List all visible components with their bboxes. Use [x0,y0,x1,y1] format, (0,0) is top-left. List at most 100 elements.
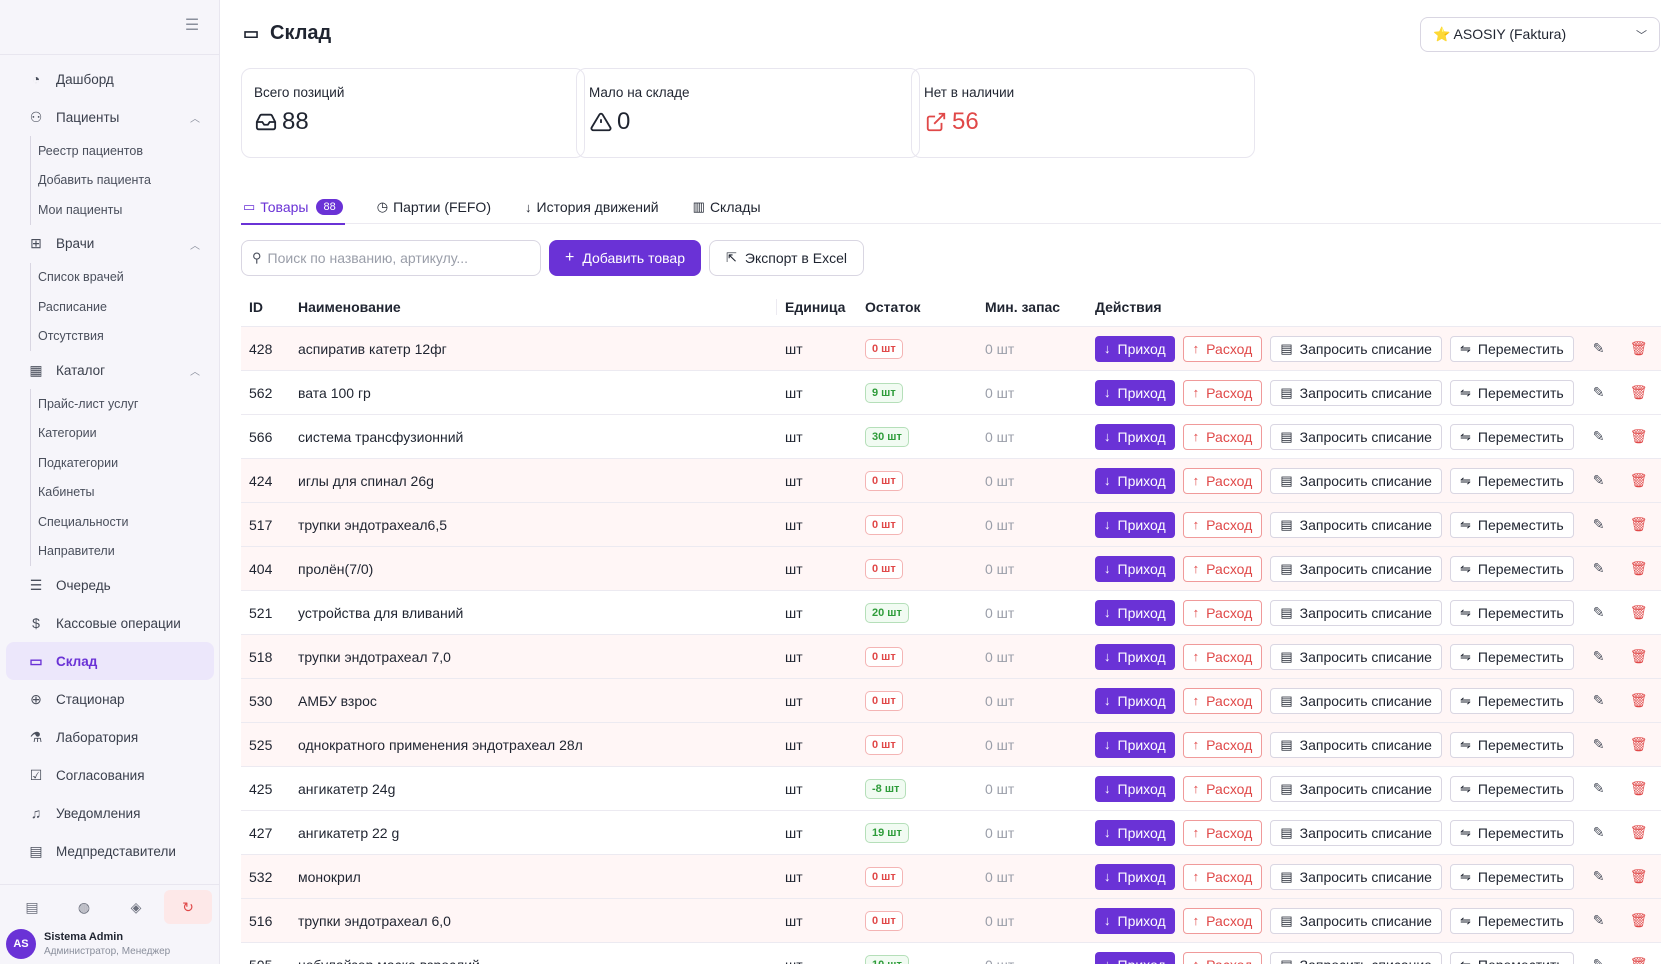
issue-button[interactable]: ↑ Расход [1182,423,1263,450]
edit-icon[interactable]: ✎ [1592,868,1605,884]
issue-button[interactable]: ↑ Расход [1182,643,1263,670]
globe-icon[interactable]: ◍ [77,898,91,915]
refresh-icon[interactable]: ↻ [164,890,212,924]
trash-icon[interactable]: 🗑 [1629,560,1648,576]
tab-products[interactable]: ▭ Товары 88 [241,190,345,225]
request-writeoff-button[interactable]: ▤ Запросить списание [1270,643,1442,670]
trash-icon[interactable]: 🗑 [1629,516,1648,532]
sidebar-item-inpatient[interactable]: ⊕ Стационар [6,680,214,718]
receive-button[interactable]: ↓ Приход [1095,335,1175,362]
receive-button[interactable]: ↓ Приход [1095,423,1175,450]
sidebar-subitem[interactable]: Отсутствия [38,329,104,344]
edit-icon[interactable]: ✎ [1592,472,1605,488]
issue-button[interactable]: ↑ Расход [1182,863,1263,890]
request-writeoff-button[interactable]: ▤ Запросить списание [1270,731,1442,758]
request-writeoff-button[interactable]: ▤ Запросить списание [1270,819,1442,846]
sidebar-subitem[interactable]: Категории [38,426,97,441]
move-button[interactable]: ⇋ Переместить [1449,599,1574,626]
trash-icon[interactable]: 🗑 [1629,428,1648,444]
issue-button[interactable]: ↑ Расход [1182,775,1263,802]
tab-batches[interactable]: ◷ Партии (FEFO) [375,190,493,224]
trash-icon[interactable]: 🗑 [1629,648,1648,664]
sidebar-subitem[interactable]: Подкатегории [38,455,119,470]
receive-button[interactable]: ↓ Приход [1095,467,1175,494]
sidebar-item-notifications[interactable]: ♫ Уведомления [6,794,214,832]
sidebar-item-approvals[interactable]: ☑ Согласования [6,756,214,794]
sidebar-subitem[interactable]: Расписание [38,299,107,314]
issue-button[interactable]: ↑ Расход [1182,951,1263,964]
trash-icon[interactable]: 🗑 [1629,736,1648,752]
move-button[interactable]: ⇋ Переместить [1449,775,1574,802]
add-product-button[interactable]: + Добавить товар [549,240,701,276]
sidebar-subitem[interactable]: Специальности [38,514,129,529]
request-writeoff-button[interactable]: ▤ Запросить списание [1270,379,1442,406]
trash-icon[interactable]: 🗑 [1629,824,1648,840]
issue-button[interactable]: ↑ Расход [1182,819,1263,846]
trash-icon[interactable]: 🗑 [1629,384,1648,400]
request-writeoff-button[interactable]: ▤ Запросить списание [1270,599,1442,626]
sidebar-item-dashboard[interactable]: ◔ Дашборд [6,60,214,98]
issue-button[interactable]: ↑ Расход [1182,467,1263,494]
receive-button[interactable]: ↓ Приход [1095,643,1175,670]
move-button[interactable]: ⇋ Переместить [1449,467,1574,494]
receive-button[interactable]: ↓ Приход [1095,599,1175,626]
move-button[interactable]: ⇋ Переместить [1449,731,1574,758]
edit-icon[interactable]: ✎ [1592,956,1605,964]
move-button[interactable]: ⇋ Переместить [1449,423,1574,450]
issue-button[interactable]: ↑ Расход [1182,511,1263,538]
export-excel-button[interactable]: ⇱ Экспорт в Excel [709,240,864,276]
receive-button[interactable]: ↓ Приход [1095,555,1175,582]
search-field[interactable]: ⚲ [241,240,541,276]
edit-icon[interactable]: ✎ [1592,516,1605,532]
organization-select[interactable]: ⭐ ASOSIY (Faktura) ﹀ [1420,17,1660,52]
request-writeoff-button[interactable]: ▤ Запросить списание [1270,907,1442,934]
receive-button[interactable]: ↓ Приход [1095,819,1175,846]
request-writeoff-button[interactable]: ▤ Запросить списание [1270,687,1442,714]
sidebar-subitem[interactable]: Кабинеты [38,485,95,500]
paint-bucket-icon[interactable]: ◈ [130,898,142,915]
request-writeoff-button[interactable]: ▤ Запросить списание [1270,951,1442,964]
edit-icon[interactable]: ✎ [1592,736,1605,752]
move-button[interactable]: ⇋ Переместить [1449,951,1574,964]
edit-icon[interactable]: ✎ [1592,780,1605,796]
sidebar-subitem[interactable]: Мои пациенты [38,202,123,217]
move-button[interactable]: ⇋ Переместить [1449,819,1574,846]
issue-button[interactable]: ↑ Расход [1182,379,1263,406]
move-button[interactable]: ⇋ Переместить [1449,907,1574,934]
trash-icon[interactable]: 🗑 [1629,472,1648,488]
trash-icon[interactable]: 🗑 [1629,912,1648,928]
request-writeoff-button[interactable]: ▤ Запросить списание [1270,775,1442,802]
trash-icon[interactable]: 🗑 [1629,604,1648,620]
user-profile[interactable]: AS Sistema Admin Администратор, Менеджер [6,929,170,959]
issue-button[interactable]: ↑ Расход [1182,335,1263,362]
move-button[interactable]: ⇋ Переместить [1449,643,1574,670]
sidebar-item-medreps[interactable]: ▤ Медпредставители [6,832,214,870]
sidebar-item-lab[interactable]: ⚗ Лаборатория [6,718,214,756]
edit-icon[interactable]: ✎ [1592,560,1605,576]
issue-button[interactable]: ↑ Расход [1182,555,1263,582]
receive-button[interactable]: ↓ Приход [1095,511,1175,538]
sidebar-item-warehouse[interactable]: ▭ Склад [6,642,214,680]
request-writeoff-button[interactable]: ▤ Запросить списание [1270,555,1442,582]
request-writeoff-button[interactable]: ▤ Запросить списание [1270,467,1442,494]
request-writeoff-button[interactable]: ▤ Запросить списание [1270,511,1442,538]
move-button[interactable]: ⇋ Переместить [1449,555,1574,582]
receive-button[interactable]: ↓ Приход [1095,907,1175,934]
issue-button[interactable]: ↑ Расход [1182,731,1263,758]
edit-icon[interactable]: ✎ [1592,648,1605,664]
search-input[interactable] [267,250,528,266]
request-writeoff-button[interactable]: ▤ Запросить списание [1270,423,1442,450]
sidebar-item-queue[interactable]: ☰ Очередь [6,566,214,604]
edit-icon[interactable]: ✎ [1592,604,1605,620]
sidebar-subitem[interactable]: Реестр пациентов [38,143,143,158]
request-writeoff-button[interactable]: ▤ Запросить списание [1270,335,1442,362]
trash-icon[interactable]: 🗑 [1629,956,1648,964]
move-button[interactable]: ⇋ Переместить [1449,863,1574,890]
tab-movement-history[interactable]: ↓ История движений [523,190,661,224]
edit-icon[interactable]: ✎ [1592,912,1605,928]
receive-button[interactable]: ↓ Приход [1095,731,1175,758]
receive-button[interactable]: ↓ Приход [1095,687,1175,714]
sidebar-item-doctors[interactable]: ⊞ Врачи ︿ [6,225,214,263]
receive-button[interactable]: ↓ Приход [1095,951,1175,964]
sidebar-subitem[interactable]: Добавить пациента [38,173,151,188]
